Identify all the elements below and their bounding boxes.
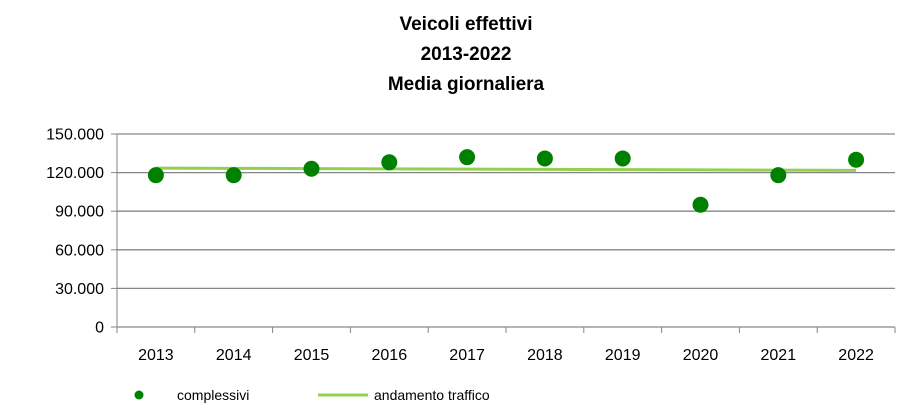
x-tick-label: 2013	[138, 347, 174, 364]
x-tick-label: 2020	[683, 347, 719, 364]
data-point-2013	[147, 167, 164, 184]
trendline-andamento-traffico	[155, 166, 857, 172]
x-axis-ticks: 2013 2014 2015 2016 2017 2018 2019 2020 2021 2022	[116, 327, 896, 364]
y-tick-label: 90.000	[55, 204, 104, 221]
title-line-2: 2013-2022	[421, 44, 512, 65]
trendline-series	[155, 166, 857, 172]
x-tick-label: 2014	[216, 347, 252, 364]
data-point-2022	[848, 151, 865, 168]
legend-label-andamento-traffico: andamento traffico	[374, 387, 490, 403]
data-point-2017	[459, 149, 476, 166]
x-tick-label: 2022	[838, 347, 874, 364]
gridlines	[117, 133, 895, 290]
data-point-2018	[536, 150, 553, 167]
legend: complessivi andamento traffico	[134, 387, 490, 403]
data-point-2020	[692, 196, 709, 213]
y-axis-ticks: 0 30.000 60.000 90.000 120.000 150.000	[46, 127, 117, 337]
x-axis	[116, 134, 895, 328]
x-tick-label: 2019	[605, 347, 641, 364]
legend-label-complessivi: complessivi	[177, 387, 249, 403]
y-tick-label: 120.000	[46, 165, 104, 182]
markers-series	[147, 149, 865, 213]
data-point-2016	[381, 154, 398, 171]
y-tick-label: 0	[95, 320, 104, 337]
y-tick-label: 150.000	[46, 127, 104, 144]
data-point-2021	[770, 167, 787, 184]
x-tick-label: 2021	[761, 347, 797, 364]
data-point-2015	[303, 160, 320, 177]
y-tick-label: 60.000	[55, 242, 104, 259]
title-line-1: Veicoli effettivi	[399, 14, 532, 35]
title-line-3: Media giornaliera	[388, 74, 545, 95]
data-point-2019	[614, 150, 631, 167]
y-tick-label: 30.000	[55, 281, 104, 298]
x-tick-label: 2015	[294, 347, 330, 364]
x-tick-label: 2017	[449, 347, 485, 364]
x-tick-label: 2018	[527, 347, 563, 364]
data-point-2014	[225, 167, 242, 184]
chart-title: Veicoli effettivi 2013-2022 Media giorna…	[388, 14, 545, 95]
legend-marker-complessivi	[134, 390, 144, 400]
x-tick-label: 2016	[372, 347, 408, 364]
